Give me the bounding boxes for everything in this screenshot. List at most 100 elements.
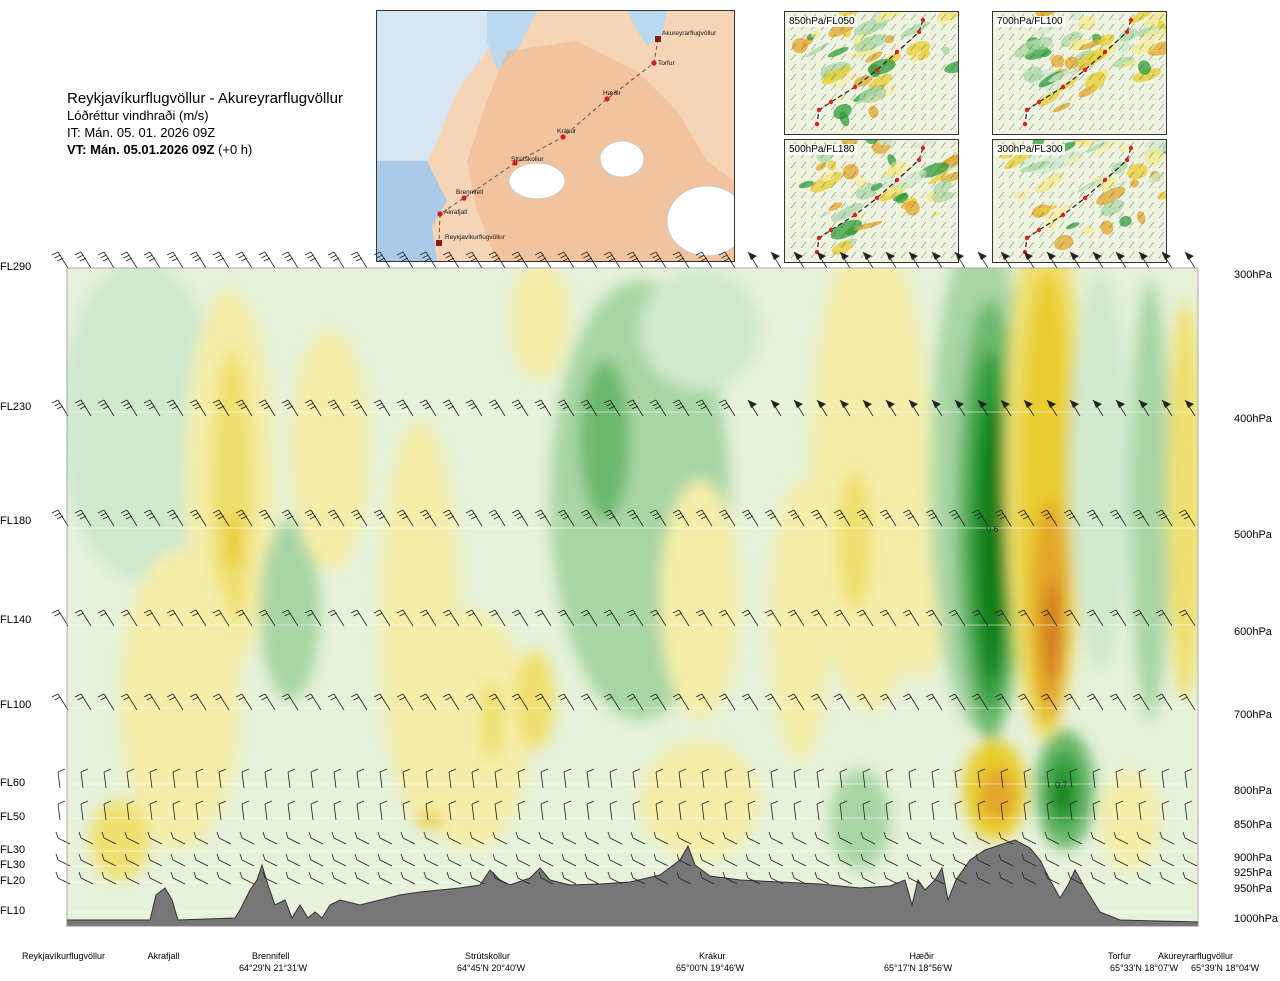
thumbnail-barb xyxy=(1108,241,1115,249)
thumbnail-barb xyxy=(1118,13,1125,21)
thumbnail-waypoint xyxy=(916,29,922,35)
thumbnail-barb xyxy=(1108,43,1115,51)
wind-barb xyxy=(402,800,411,821)
thumbnail-barb xyxy=(930,63,937,71)
thumbnail-barb xyxy=(1108,123,1115,131)
thumbnail-barb xyxy=(1048,53,1055,61)
wind-barb xyxy=(1113,831,1129,845)
wind-barb xyxy=(676,853,692,867)
thumbnail-blob xyxy=(1129,12,1156,24)
wind-barb xyxy=(1178,693,1196,711)
wind-barb xyxy=(538,871,554,885)
thumbnail-2[interactable]: 700hPa/FL100 xyxy=(992,11,1167,135)
thumbnail-barb xyxy=(1088,43,1095,51)
thumbnail-barb xyxy=(830,161,837,169)
wind-barb xyxy=(837,831,853,845)
thumbnail-blob xyxy=(831,72,859,91)
thumbnail-barb xyxy=(1108,83,1115,91)
thumbnail-barb xyxy=(940,83,947,91)
thumbnail-barb xyxy=(1148,13,1155,21)
wind-barb xyxy=(517,768,526,789)
map-sea-faxafloi xyxy=(377,161,447,261)
thumbnail-barb xyxy=(840,221,847,229)
thumbnail-barb xyxy=(1028,113,1035,121)
thumbnail-barb xyxy=(1078,63,1085,71)
thumbnail-barb xyxy=(940,211,947,219)
thumbnail-barb xyxy=(1028,161,1035,169)
wind-barb xyxy=(1040,693,1058,711)
thumbnail-barb xyxy=(1018,43,1025,51)
thumbnail-barb xyxy=(1048,201,1055,209)
thumbnail-barb xyxy=(920,221,927,229)
thumbnail-barb xyxy=(1098,123,1105,131)
thumbnail-barb xyxy=(1008,191,1015,199)
wind-barb xyxy=(1161,399,1173,417)
thumbnail-4[interactable]: 300hPa/FL300 xyxy=(992,139,1167,263)
thumbnail-1[interactable]: 850hPa/FL050 xyxy=(784,11,959,135)
thumbnail-barb xyxy=(860,13,867,21)
thumbnail-barb xyxy=(800,103,807,111)
thumbnail-barb xyxy=(850,161,857,169)
thumbnail-barb xyxy=(1158,83,1165,91)
wind-barb xyxy=(488,509,506,527)
wind-barb xyxy=(465,693,483,711)
wind-barb xyxy=(906,853,922,867)
thumbnail-barb xyxy=(1098,23,1105,31)
thumbnail-barb xyxy=(1058,123,1065,131)
thumbnail-barb xyxy=(910,23,917,31)
thumbnail-barb xyxy=(890,113,897,121)
thumbnail-barb xyxy=(1118,241,1125,249)
wind-barb xyxy=(143,509,161,527)
thumbnail-barb xyxy=(1028,63,1035,71)
thumbnail-barb xyxy=(1088,113,1095,121)
wind-barb xyxy=(327,693,345,711)
wind-barb xyxy=(494,768,503,789)
thumbnail-route xyxy=(1024,19,1132,125)
wind-barb xyxy=(304,609,322,627)
wind-barb xyxy=(954,768,963,789)
wind-barb xyxy=(149,800,158,821)
thumbnail-barb xyxy=(1088,211,1095,219)
thumbnail-barb xyxy=(820,181,827,189)
thumbnail-barb xyxy=(1118,231,1125,239)
wind-barb xyxy=(607,871,623,885)
thumbnail-barb xyxy=(900,161,907,169)
wind-barb xyxy=(310,768,319,789)
thumbnail-barb xyxy=(890,191,897,199)
wind-barb xyxy=(770,768,779,789)
wind-barb xyxy=(126,800,135,821)
wind-barb xyxy=(994,509,1012,527)
field-blob xyxy=(1167,300,1198,700)
thumbnail-label: 300hPa/FL300 xyxy=(995,144,1065,155)
thumbnail-barb xyxy=(1128,103,1135,111)
thumbnail-barb xyxy=(1078,123,1085,131)
wind-barb xyxy=(954,251,966,269)
thumbnail-barb xyxy=(1068,93,1075,101)
thumbnail-3[interactable]: 500hPa/FL180 xyxy=(784,139,959,263)
wind-barb xyxy=(655,800,664,821)
wind-barb xyxy=(603,693,621,711)
thumbnail-barb xyxy=(1058,63,1065,71)
thumbnail-barb xyxy=(930,241,937,249)
wind-barb xyxy=(423,831,439,845)
field-blob xyxy=(260,520,320,700)
thumbnail-label: 500hPa/FL180 xyxy=(787,144,857,155)
thumbnail-blob xyxy=(839,111,850,127)
thumbnail-barb xyxy=(850,73,857,81)
thumbnail-barb xyxy=(1038,221,1045,229)
pressure-level-label: 700hPa xyxy=(1234,709,1272,721)
thumbnail-waypoint xyxy=(1082,67,1088,73)
wind-barb xyxy=(701,768,710,789)
wind-barb xyxy=(1113,871,1129,885)
thumbnail-barb xyxy=(940,161,947,169)
wind-barb xyxy=(1136,871,1152,885)
thumbnail-barb xyxy=(940,43,947,51)
wind-barb xyxy=(672,693,690,711)
wind-barb xyxy=(747,399,759,417)
thumbnail-barb xyxy=(998,33,1005,41)
thumbnail-barb xyxy=(820,93,827,101)
thumbnail-barb xyxy=(1008,43,1015,51)
thumbnail-barb xyxy=(920,43,927,51)
thumbnail-blob xyxy=(1052,102,1071,113)
thumbnail-barb xyxy=(1028,201,1035,209)
